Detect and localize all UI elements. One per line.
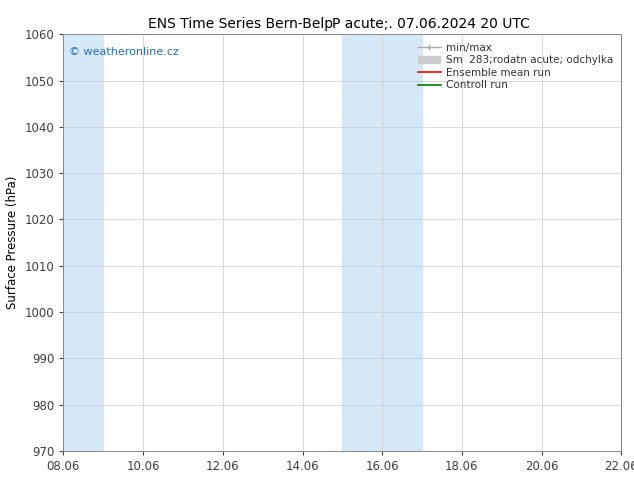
Text: ENS Time Series Bern-Belp: ENS Time Series Bern-Belp [148,17,333,31]
Legend: min/max, Sm  283;rodatn acute; odchylka, Ensemble mean run, Controll run: min/max, Sm 283;rodatn acute; odchylka, … [415,40,616,94]
Text: © weatheronline.cz: © weatheronline.cz [69,47,179,57]
Bar [63,34,103,451]
Y-axis label: Surface Pressure (hPa): Surface Pressure (hPa) [6,176,19,309]
Bar [621,34,634,451]
Text: P acute;. 07.06.2024 20 UTC: P acute;. 07.06.2024 20 UTC [332,17,530,31]
Bar [342,34,422,451]
